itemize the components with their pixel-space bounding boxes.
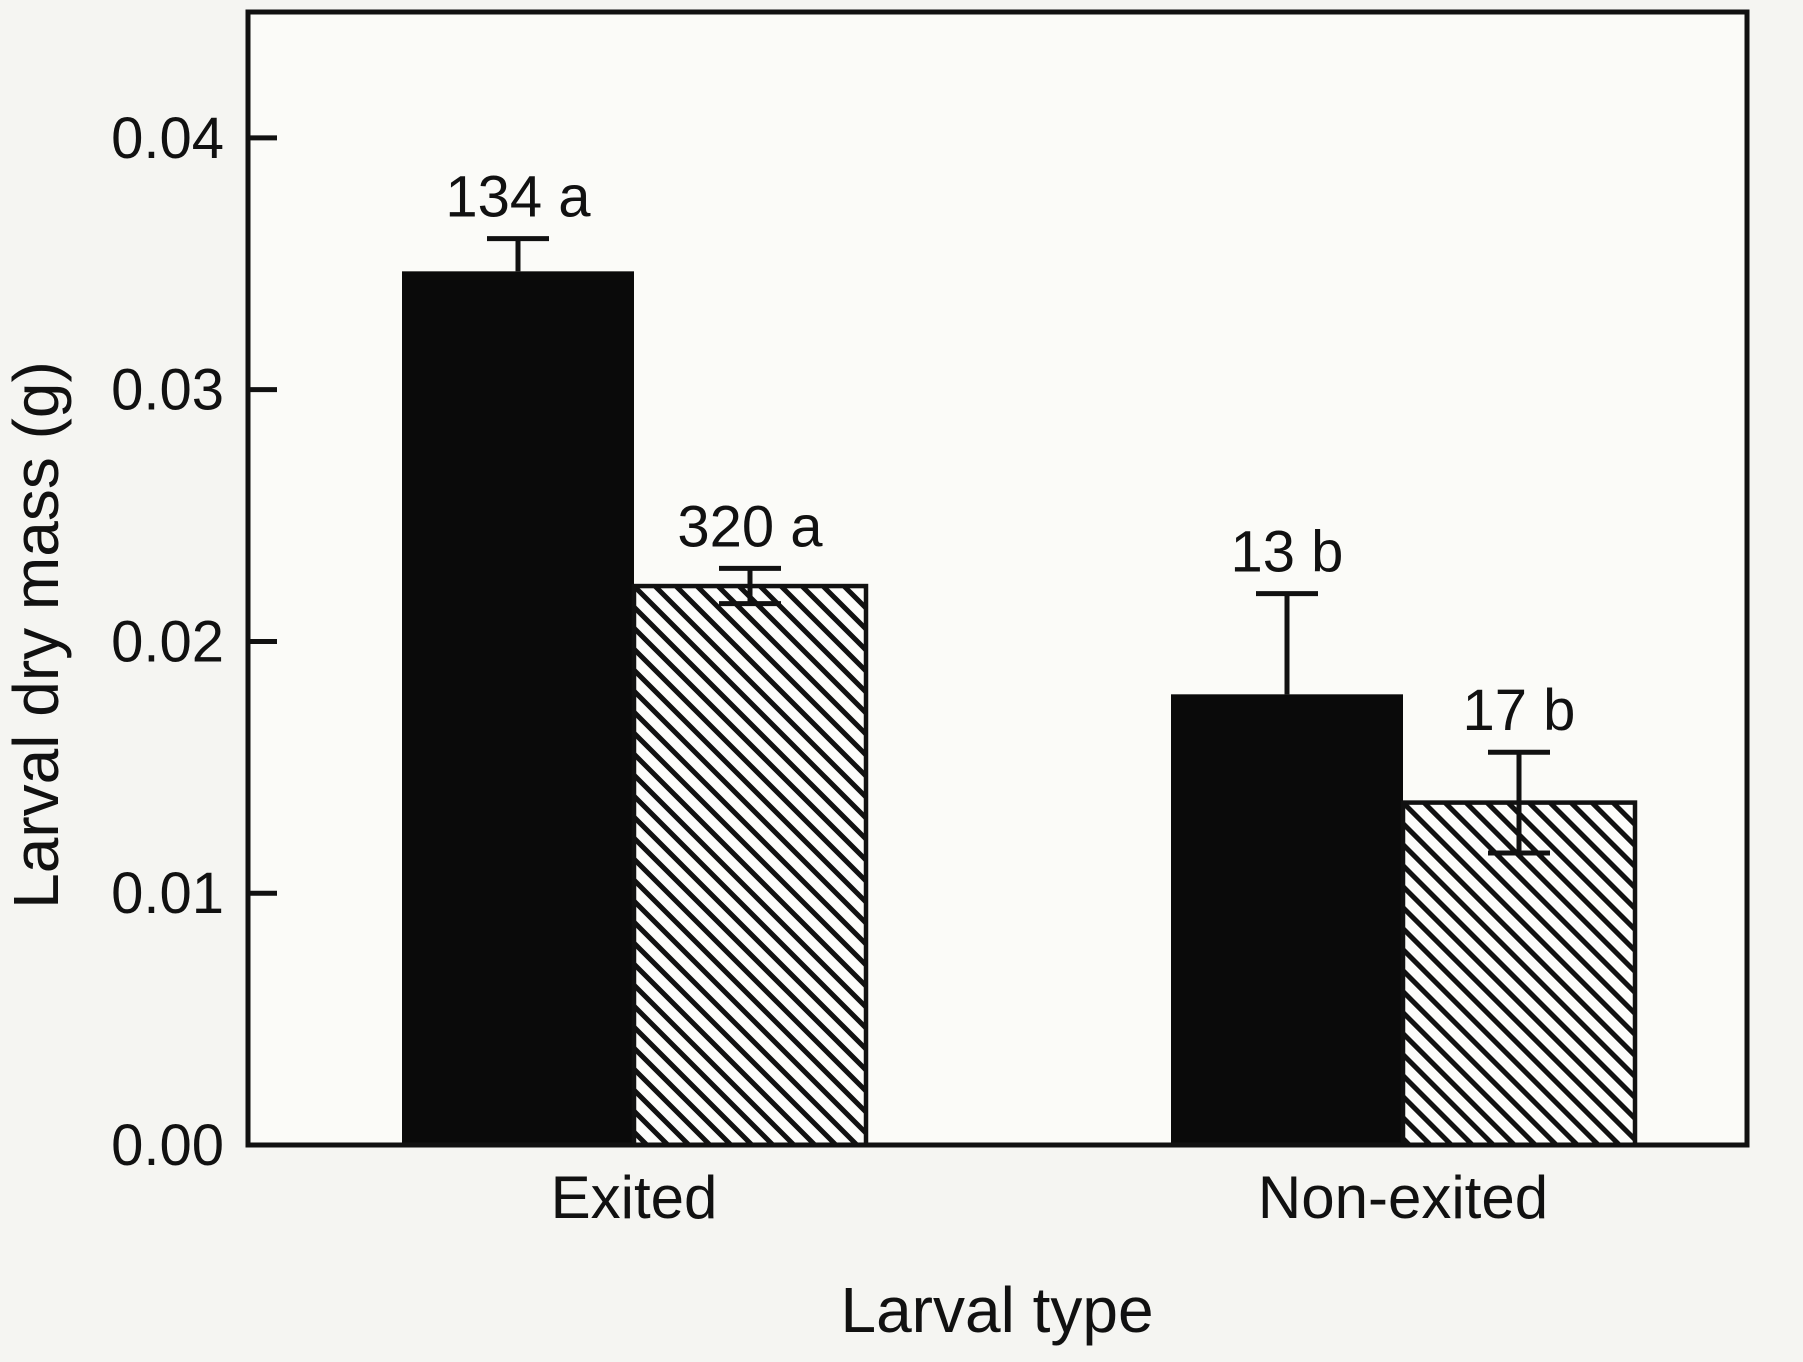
plot-frame [245,9,1750,1148]
hatch-line [634,729,866,969]
bar-non-exited-diagonal-hatch-hatch [1403,802,1635,1145]
hatch-line [634,666,866,906]
bar-annotation-non-exited-solid: 13 b [1231,520,1344,585]
hatch-line [634,897,866,1137]
error-bar-exited-solid [487,236,549,272]
hatch-line [634,876,866,1116]
x-axis-title: Larval type [840,1274,1153,1346]
hatch-line [1403,820,1635,1060]
error-bar-non-exited-solid [1256,591,1318,695]
hatch-line [634,771,866,1011]
x-category-label-non-exited: Non-exited [1258,1164,1548,1231]
error-bar-non-exited-diagonal-hatch [1488,749,1550,856]
y-tick-label-0.00: 0.00 [111,1113,224,1178]
hatch-line [1485,802,1635,955]
hatch-line [1569,802,1635,871]
hatch-line [634,1023,754,1145]
hatch-line [1464,802,1635,976]
hatch-line [1403,841,1635,1081]
hatch-line [1443,802,1635,997]
hatch-line [1403,1072,1475,1145]
hatch-line [1403,1009,1538,1145]
error-bar-exited-diagonal-hatch [719,565,781,607]
hatch-line [634,939,838,1145]
hatch-line [634,981,796,1145]
hatch-line [634,750,866,990]
hatch-line [1403,1051,1496,1145]
hatch-line [1403,883,1635,1123]
hatch-line [1403,904,1635,1144]
bar-annotation-exited-solid: 134 a [445,165,591,230]
hatch-line [1403,1030,1517,1145]
y-axis-title: Larval dry mass (g) [0,361,72,909]
hatch-line [674,586,866,780]
hatch-line [716,586,866,738]
y-tick-label-0.03: 0.03 [111,358,224,423]
hatch-line [1506,802,1635,934]
bar-non-exited-solid [1171,694,1403,1145]
hatch-line [634,1002,775,1145]
hatch-line [1403,862,1635,1102]
bar-exited-diagonal-hatch-hatch [634,586,866,1145]
hatch-line [634,708,866,948]
bars-layer [402,271,1638,1148]
y-tick-label-0.04: 0.04 [111,106,224,171]
hatch-line [1403,967,1580,1145]
hatch-line [634,603,866,843]
axis-layer: 0.00 0.01 0.02 0.03 0.04 [111,106,277,1178]
hatch-line [1548,802,1635,892]
hatch-line [634,834,866,1074]
hatch-line [1403,925,1622,1145]
error-bars-layer [487,236,1550,856]
hatch-line [1422,802,1635,1018]
hatch-line [634,687,866,927]
hatch-line [634,918,859,1145]
hatch-line [1403,988,1559,1145]
y-tick-label-0.02: 0.02 [111,609,224,674]
labels-layer: 134 a 13 b 320 a 17 b Exited Non-exited [445,165,1575,1231]
hatch-line [1527,802,1635,913]
hatch-line [653,586,866,801]
hatch-line [1403,802,1635,1039]
hatch-line [634,813,866,1053]
y-tick-label-0.01: 0.01 [111,861,224,926]
hatch-line [1403,946,1601,1145]
hatch-line [634,645,866,885]
hatch-line [634,624,866,864]
hatch-line [634,960,817,1145]
hatch-line [634,1044,733,1145]
x-category-label-exited: Exited [551,1164,718,1231]
hatch-line [634,855,866,1095]
bar-annotation-exited-diagonal-hatch: 320 a [677,494,823,559]
hatch-line [634,792,866,1032]
hatch-line [737,586,866,717]
hatch-line [695,586,866,759]
bar-annotation-non-exited-diagonal-hatch: 17 b [1463,678,1576,743]
hatch-line [758,586,866,696]
bar-exited-solid [402,271,634,1145]
hatch-line [634,586,866,822]
